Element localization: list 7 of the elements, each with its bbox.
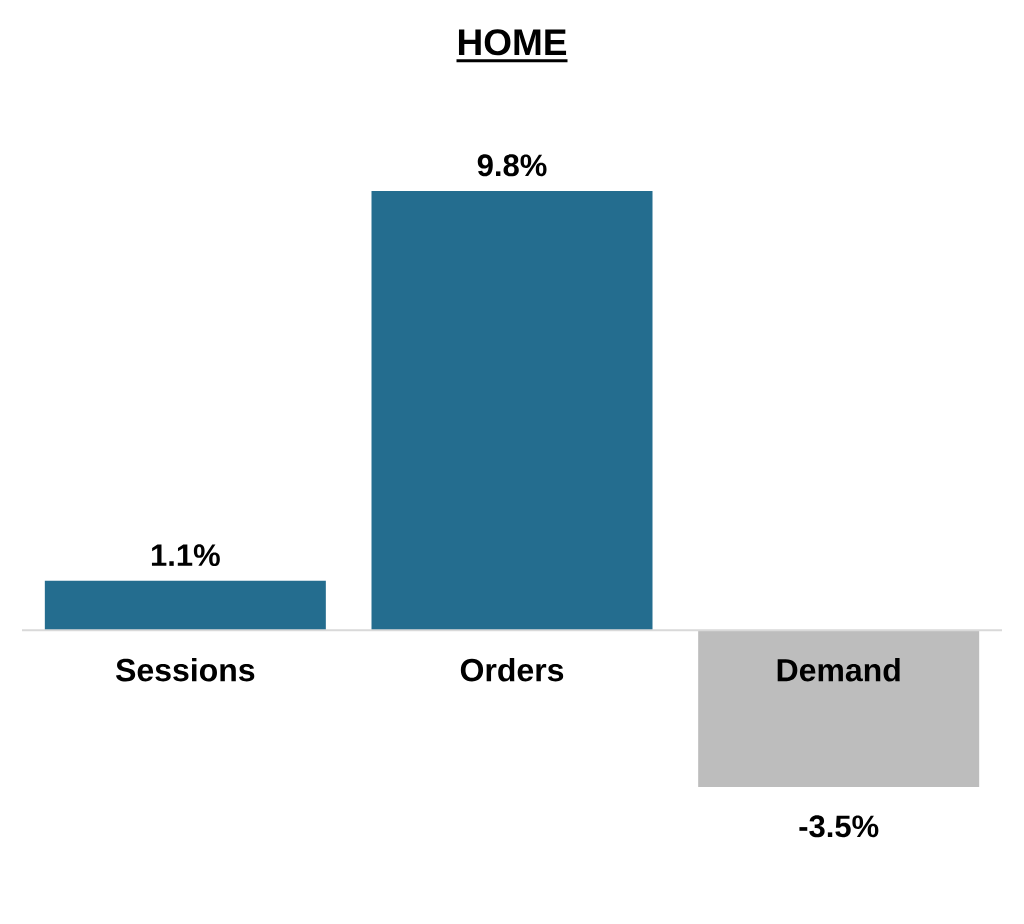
chart-title: HOME <box>458 29 567 56</box>
data-label: -3.5% <box>799 815 879 838</box>
data-label: 9.8% <box>477 154 547 177</box>
x-tick-label: Sessions <box>116 657 255 682</box>
x-tick-label: Demand <box>777 657 900 682</box>
x-tick-label: Orders <box>460 657 564 682</box>
data-label: 1.1% <box>151 544 220 567</box>
